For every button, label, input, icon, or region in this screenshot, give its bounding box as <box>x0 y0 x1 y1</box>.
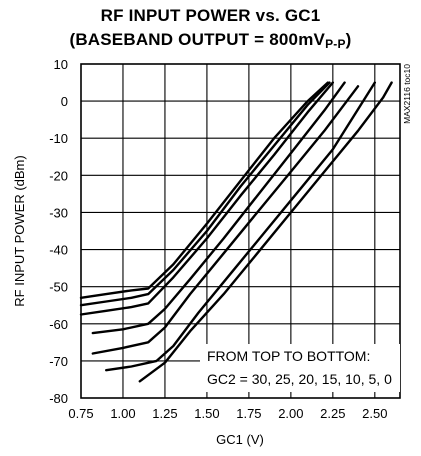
x-tick-label: 1.00 <box>110 406 135 421</box>
series-line-1 <box>79 81 331 307</box>
plot-frame <box>80 63 401 399</box>
series-line-6 <box>138 81 393 383</box>
x-tick-label: 1.25 <box>152 406 177 421</box>
series-line-3 <box>91 81 346 335</box>
annotation-line2: GC2 = 30, 25, 20, 15, 10, 5, 0 <box>207 371 392 387</box>
y-tick-label: -10 <box>49 131 68 146</box>
x-tick-label: 2.00 <box>278 406 303 421</box>
chart-title-line2: (BASEBAND OUTPUT = 800mVP-P) <box>0 30 421 54</box>
y-tick-labels: 10 0 -10 -20 -30 -40 -50 -60 -70 -80 <box>49 57 68 406</box>
series-line-5 <box>104 81 376 372</box>
annotation-background <box>200 344 400 392</box>
series-line-4 <box>91 85 360 355</box>
x-tick-label: 1.75 <box>236 406 261 421</box>
series-line-0 <box>79 81 329 299</box>
y-tick-label: 0 <box>61 94 68 109</box>
annotation-line1: FROM TOP TO BOTTOM: <box>207 348 370 364</box>
x-tick-label: 2.50 <box>362 406 387 421</box>
y-tick-label: -60 <box>49 317 68 332</box>
y-tick-label: -70 <box>49 354 68 369</box>
y-tick-label: -20 <box>49 168 68 183</box>
x-tick-label: 0.75 <box>68 406 93 421</box>
x-tick-labels: 0.75 1.00 1.25 1.50 1.75 2.00 2.25 2.50 <box>68 406 387 421</box>
title-line2-subscript: P-P <box>325 37 346 51</box>
series-line-2 <box>79 81 334 316</box>
grid-lines <box>81 64 400 398</box>
x-tick-label: 1.50 <box>194 406 219 421</box>
y-tick-label: -30 <box>49 205 68 220</box>
y-tick-label: -50 <box>49 280 68 295</box>
y-axis-label: RF INPUT POWER (dBm) <box>12 155 27 306</box>
title-line2-prefix: (BASEBAND OUTPUT = 800mV <box>69 30 326 49</box>
series-group <box>79 81 393 383</box>
chart-title-line1: RF INPUT POWER vs. GC1 <box>100 6 321 25</box>
y-tick-label: -40 <box>49 243 68 258</box>
x-axis-label: GC1 (V) <box>216 432 264 447</box>
y-tick-label: 10 <box>54 57 68 72</box>
watermark: MAX2116 toc10 <box>402 64 412 124</box>
x-tick-label: 2.25 <box>320 406 345 421</box>
y-tick-label: -80 <box>49 391 68 406</box>
title-line2-suffix: ) <box>345 30 352 49</box>
